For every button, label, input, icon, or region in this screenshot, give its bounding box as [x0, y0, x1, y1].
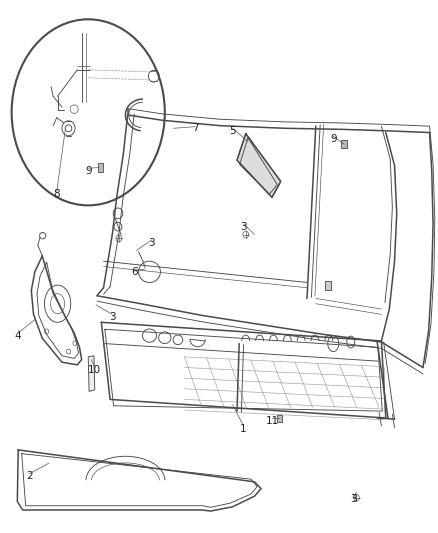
Text: 3: 3 [240, 222, 246, 232]
Text: 9: 9 [85, 166, 91, 176]
Polygon shape [88, 356, 95, 391]
Text: 6: 6 [131, 267, 137, 277]
FancyBboxPatch shape [97, 164, 103, 172]
Text: 4: 4 [15, 330, 21, 341]
Text: 9: 9 [329, 134, 336, 144]
Text: 10: 10 [88, 365, 101, 375]
Text: 7: 7 [192, 123, 198, 133]
Text: 3: 3 [109, 312, 115, 322]
Text: 5: 5 [229, 126, 235, 136]
Text: 1: 1 [240, 424, 246, 434]
FancyBboxPatch shape [276, 415, 281, 422]
FancyBboxPatch shape [325, 281, 330, 290]
Text: 3: 3 [349, 494, 356, 504]
FancyBboxPatch shape [341, 140, 346, 148]
Polygon shape [237, 134, 280, 197]
Text: 2: 2 [26, 472, 32, 481]
Text: 8: 8 [53, 189, 60, 199]
Text: 3: 3 [148, 238, 155, 247]
Text: 11: 11 [265, 416, 278, 426]
